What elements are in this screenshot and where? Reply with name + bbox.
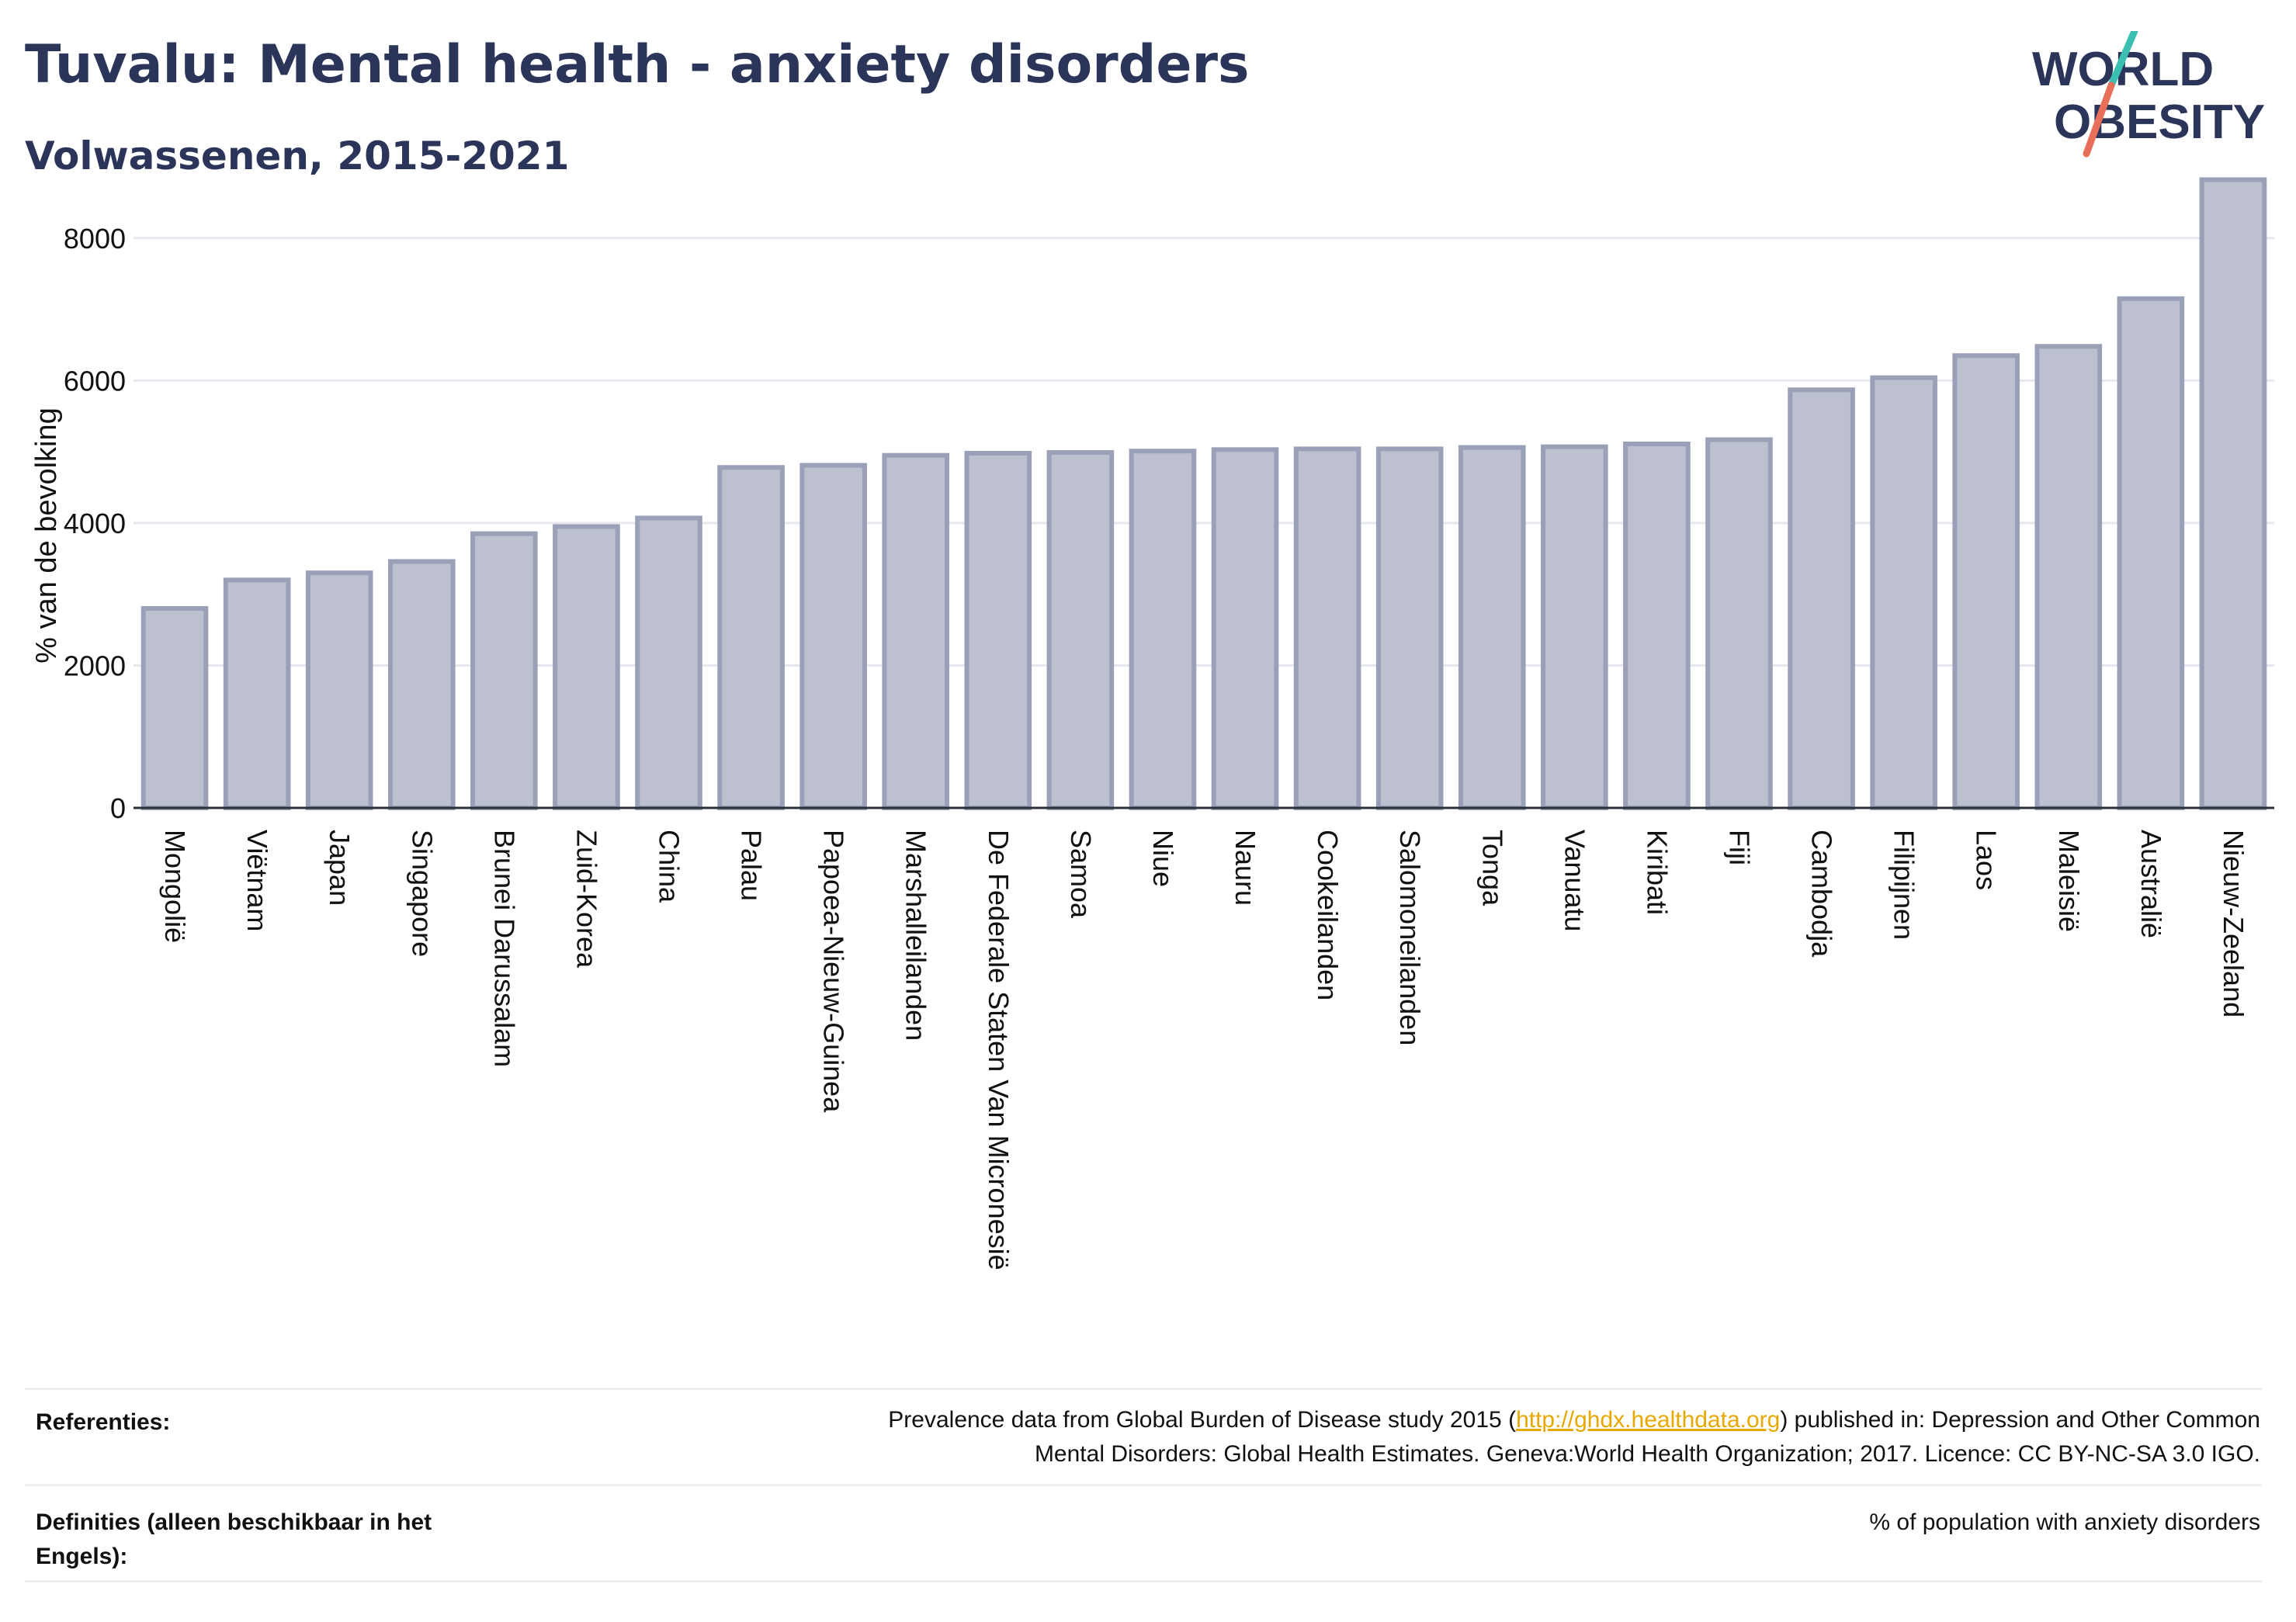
bar: [1046, 450, 1115, 810]
x-tick-label: Marshalleilanden: [900, 830, 932, 1041]
references-label: Referenties:: [36, 1409, 171, 1435]
x-tick-label: Cambodja: [1806, 830, 1838, 958]
bar: [964, 450, 1032, 810]
x-tick-label: Australië: [2135, 830, 2167, 938]
bars: [140, 177, 2267, 811]
bar: [470, 531, 538, 811]
divider-bottom: [25, 1580, 2262, 1582]
x-tick-label: Laos: [1971, 830, 2003, 890]
references-link[interactable]: http://ghdx.healthdata.org: [1516, 1407, 1781, 1433]
x-tick-label: Niue: [1147, 830, 1179, 887]
bar: [305, 570, 373, 811]
bar: [1541, 444, 1608, 810]
x-tick-label: Japan: [324, 830, 355, 906]
bar: [2199, 177, 2267, 810]
bar: [717, 465, 785, 811]
bar-chart: 0 2000 4000 6000 8000 Mongolië Viëtnam Japan Sin…: [30, 177, 2274, 1270]
bar: [882, 452, 950, 810]
x-tick-label: Palau: [736, 830, 768, 901]
bar: [635, 515, 702, 810]
y-tick-label: 0: [110, 792, 126, 824]
x-tick-label: Singapore: [406, 830, 438, 957]
definitions-label: Definities (alleen beschikbaar in het En…: [36, 1506, 432, 1574]
y-tick-label: 6000: [64, 365, 126, 397]
references-text-after: ) published in: Depression and Other Com…: [1780, 1407, 2260, 1433]
divider-middle: [25, 1484, 2262, 1486]
logo-slash-coral: [2083, 81, 2115, 158]
bar: [1870, 375, 1937, 810]
x-tick-label: De Federale Staten Van Micronesië: [983, 830, 1014, 1270]
x-tick-label: Zuid-Korea: [571, 830, 602, 969]
logo-slash-teal: [2107, 31, 2138, 89]
bar: [799, 463, 867, 810]
x-tick-label: Nieuw-Zeeland: [2218, 830, 2249, 1017]
definitions-text: % of population with anxiety disorders: [1869, 1509, 2260, 1535]
bar: [223, 577, 291, 810]
bar: [1293, 446, 1361, 810]
axes: 0 2000 4000 6000 8000 Mongolië Viëtnam Japan Sin…: [64, 223, 2274, 1270]
y-tick-label: 8000: [64, 223, 126, 255]
references-text: Prevalence data from Global Burden of Di…: [888, 1403, 2260, 1471]
divider-top: [25, 1388, 2262, 1390]
x-tick-label: Kiribati: [1641, 830, 1673, 915]
y-axis-label: % van de bevolking: [30, 407, 63, 664]
references-text-line2: Mental Disorders: Global Health Estimate…: [1034, 1441, 2260, 1467]
references-text-before: Prevalence data from Global Burden of Di…: [888, 1407, 1517, 1433]
world-obesity-logo: WORLD OBESITY: [2032, 31, 2265, 158]
x-tick-label: Fiji: [1724, 830, 1756, 865]
y-tick-label: 4000: [64, 508, 126, 539]
x-tick-label: Vanuatu: [1559, 830, 1590, 931]
x-tick-label: Papoea-Nieuw-Guinea: [818, 830, 850, 1113]
definitions-label-line1: Definities (alleen beschikbaar in het: [36, 1509, 432, 1535]
bar: [1705, 437, 1773, 811]
bar: [140, 606, 209, 810]
bar: [1211, 447, 1279, 810]
x-tick-label: Nauru: [1230, 830, 1261, 906]
bar: [1623, 442, 1691, 810]
y-tick-label: 2000: [64, 650, 126, 681]
x-tick-label: Tonga: [1476, 830, 1508, 906]
page-subtitle: Volwassenen, 2015-2021: [25, 133, 570, 178]
bar: [1458, 445, 1526, 810]
x-tick-label: Cookeilanden: [1312, 830, 1344, 1000]
x-tick-label: Maleisië: [2053, 830, 2085, 932]
bar: [1375, 446, 1444, 810]
bar: [553, 524, 620, 810]
x-tick-label: Filipijnen: [1888, 830, 1920, 940]
x-tick-label: Samoa: [1065, 830, 1097, 919]
bar: [2117, 296, 2185, 810]
bar: [1788, 387, 1855, 810]
x-tick-label: Mongolië: [159, 830, 191, 943]
x-tick-label: China: [654, 830, 685, 903]
x-tick-label: Brunei Darussalam: [488, 830, 520, 1067]
bar: [387, 559, 456, 811]
x-tick-label: Salomoneilanden: [1394, 830, 1426, 1045]
page-title: Tuvalu: Mental health - anxiety disorder…: [25, 34, 1250, 95]
definitions-label-line2: Engels):: [36, 1544, 128, 1569]
bar: [1952, 353, 2020, 810]
x-tick-label: Viëtnam: [241, 830, 273, 931]
bar: [2034, 344, 2103, 810]
bar: [1129, 449, 1197, 811]
